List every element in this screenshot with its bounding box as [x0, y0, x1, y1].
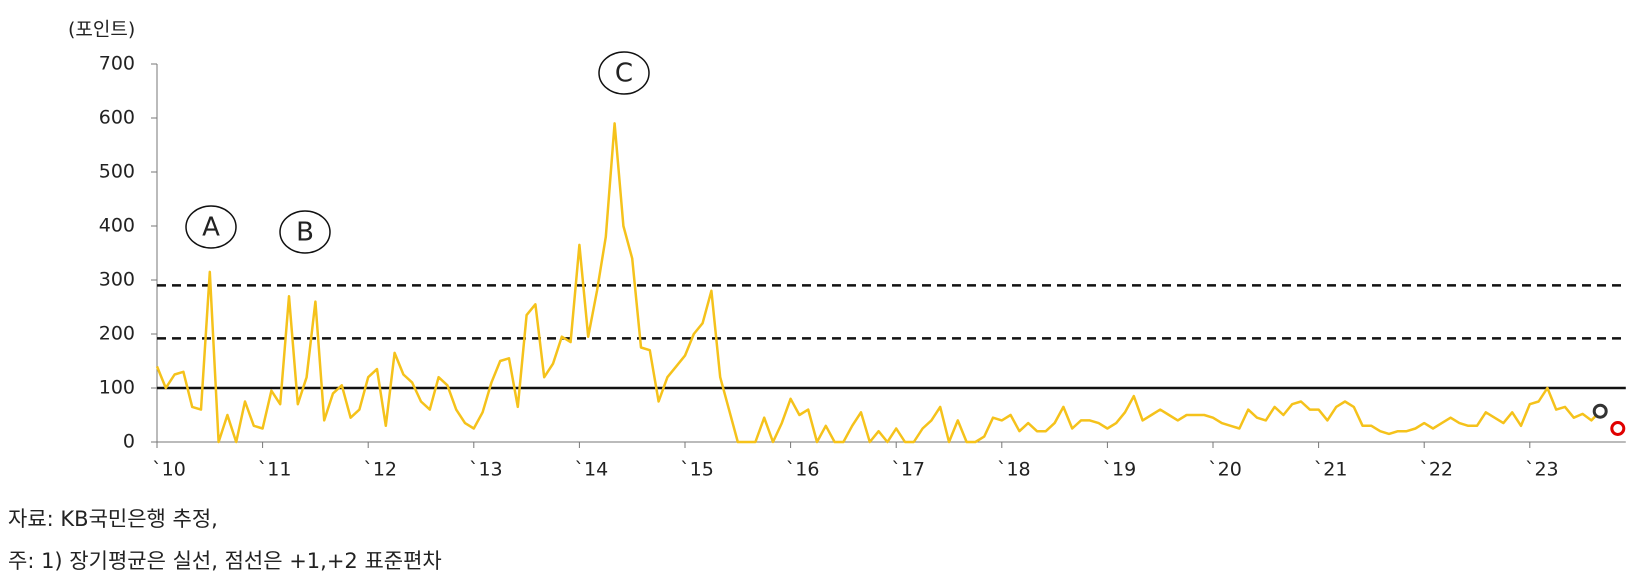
y-tick-label: 200	[99, 323, 135, 345]
y-tick-label: 500	[99, 161, 135, 183]
y-tick-label: 700	[99, 53, 135, 75]
annotation-circle	[279, 210, 331, 254]
annotation: A	[202, 213, 220, 243]
x-tick-label: `22	[1419, 459, 1453, 481]
annotation: C	[615, 59, 633, 89]
x-tick-label: `20	[1208, 459, 1242, 481]
x-tick-label: `12	[363, 459, 397, 481]
y-tick-label: 400	[99, 215, 135, 237]
y-tick-label: 600	[99, 107, 135, 129]
annotation-circle	[598, 51, 650, 95]
x-tick-label: `14	[575, 459, 609, 481]
y-tick-label: 100	[99, 377, 135, 399]
source-note: 자료: KB국민은행 추정,	[8, 507, 218, 531]
data-line	[155, 122, 1602, 444]
footnote: 주: 1) 장기평균은 실선, 점선은 +1,+2 표준편차	[8, 549, 442, 573]
x-tick-label: `18	[997, 459, 1031, 481]
y-axis-label: (포인트)	[68, 19, 135, 41]
x-tick-label: `17	[891, 459, 925, 481]
x-tick-label: `21	[1314, 459, 1348, 481]
x-tick-label: `23	[1525, 459, 1559, 481]
y-tick-label: 300	[99, 269, 135, 291]
x-tick-label: `10	[152, 459, 186, 481]
annotation: B	[296, 218, 314, 248]
x-tick-label: `15	[680, 459, 714, 481]
x-tick-label: `19	[1103, 459, 1137, 481]
annotation-circle	[185, 205, 237, 249]
highlight-point	[1610, 421, 1626, 436]
x-tick-label: `11	[258, 459, 292, 481]
x-tick-label: `13	[469, 459, 503, 481]
y-tick-label: 0	[123, 431, 135, 453]
highlight-point	[1592, 403, 1608, 419]
x-tick-label: `16	[786, 459, 820, 481]
